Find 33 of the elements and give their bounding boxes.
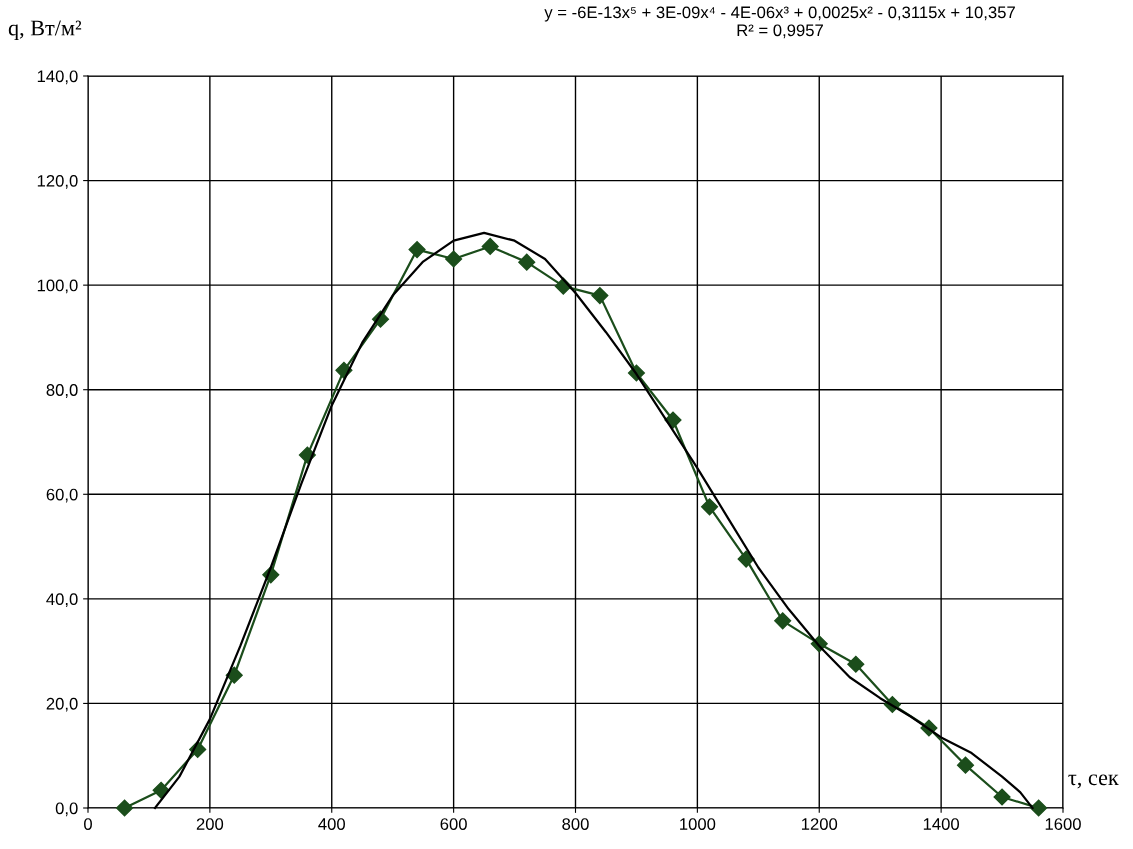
point [481,237,499,256]
point [445,250,463,268]
x-tick-label: 400 [318,818,345,830]
text: y = -6E-13x⁵ + 3E-09x⁴ - 4E-06x³ + 0,0025x² - 0,3115x + 10,357 R² = 0,9957 [544,6,1015,39]
x-tick-label: 200 [196,818,224,830]
y-tick-label: 40,0 [46,593,78,608]
point [701,498,719,516]
y-tick-label: 80,0 [46,384,78,398]
x-tick-label: 800 [562,818,589,830]
point [1030,799,1048,817]
y-tick-label: 100,0 [37,279,78,294]
x-tick-label: 600 [440,818,467,830]
point [408,241,426,259]
point [993,788,1011,806]
point [518,253,536,271]
y-tick-label: 0,0 [55,802,78,817]
point [774,612,792,630]
x-tick-label: 1400 [923,818,960,830]
y-tick-label: 20,0 [46,697,78,712]
point [116,799,134,817]
y-axis-title: q, Вт/м² [8,20,82,40]
x-tick-label: 1200 [801,818,838,830]
point [956,756,975,774]
y-tick-label: 120,0 [37,174,78,189]
point [591,287,609,305]
x-tick-label: 1000 [680,818,716,830]
point [737,550,755,568]
y-tick-label: 140,0 [37,70,78,85]
x-axis-title: τ, сек [1068,774,1119,789]
y-tick-label: 60,0 [46,488,78,503]
x-tick-label: 1600 [1045,818,1081,830]
point [847,655,865,673]
x-tick-label: 0 [84,818,92,830]
